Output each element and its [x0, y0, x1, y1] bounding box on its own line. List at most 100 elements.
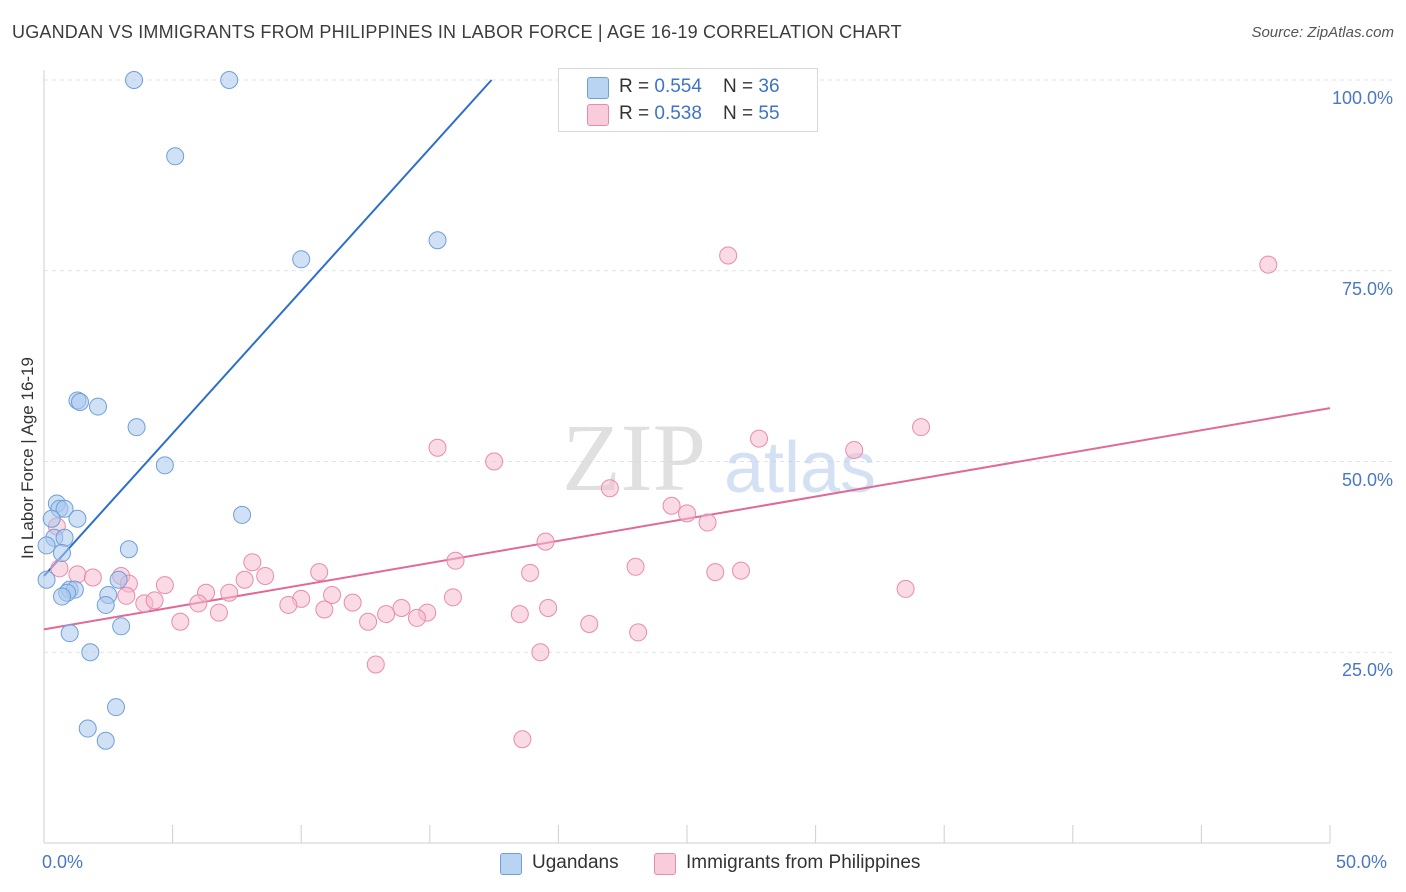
trendlines [43, 79, 1331, 631]
point-philippines [580, 615, 599, 634]
point-philippines [315, 600, 334, 619]
point-philippines [235, 570, 254, 589]
legend-swatch-blue [587, 77, 609, 99]
point-philippines [310, 563, 329, 582]
point-philippines [706, 563, 725, 582]
point-ugandans [112, 617, 131, 636]
watermark-atlas: atlas [724, 428, 876, 508]
point-philippines [68, 565, 87, 584]
legend-swatch-pink [587, 104, 609, 126]
point-philippines [407, 608, 426, 627]
point-ugandans [127, 418, 146, 437]
y-tick-label: 50.0% [1341, 469, 1393, 490]
point-ugandans [53, 587, 72, 606]
point-ugandans [55, 528, 74, 547]
y-tick-label: 100.0% [1331, 88, 1393, 108]
point-philippines [209, 603, 228, 622]
point-ugandans [107, 698, 126, 717]
point-philippines [323, 586, 342, 605]
legend-stats-philippines: R = 0.538 N = 55 [619, 103, 780, 124]
point-philippines [1259, 255, 1278, 274]
point-ugandans [42, 509, 61, 528]
watermark-zip: ZIP [562, 404, 706, 511]
point-philippines [521, 563, 540, 582]
point-philippines [531, 643, 550, 662]
point-philippines [279, 595, 298, 614]
point-philippines [732, 561, 751, 580]
point-philippines [719, 246, 738, 265]
point-ugandans [155, 456, 174, 475]
point-ugandans [81, 643, 100, 662]
point-ugandans [292, 250, 311, 269]
point-philippines [256, 566, 275, 585]
point-ugandans [96, 595, 115, 614]
point-philippines [662, 496, 681, 515]
point-ugandans [89, 397, 108, 416]
point-philippines [896, 579, 915, 598]
point-philippines [83, 568, 102, 587]
point-ugandans [60, 624, 79, 643]
point-ugandans [220, 71, 239, 89]
point-philippines [359, 612, 378, 631]
point-philippines [343, 593, 362, 612]
point-ugandans [68, 509, 87, 528]
point-ugandans [55, 499, 74, 518]
point-philippines [117, 586, 136, 605]
data-points [37, 71, 1278, 750]
point-philippines [513, 730, 532, 749]
legend-swatch-ugandans [500, 853, 522, 875]
grid-lines [44, 79, 1392, 653]
point-ugandans [125, 71, 144, 89]
point-ugandans [78, 719, 97, 738]
point-philippines [912, 418, 931, 437]
legend-swatch-philippines [654, 853, 676, 875]
watermark: ZIP atlas [562, 404, 876, 511]
point-philippines [626, 557, 645, 576]
point-philippines [155, 576, 174, 595]
point-ugandans [37, 536, 56, 555]
point-ugandans [53, 544, 72, 563]
y-tick-label: 75.0% [1341, 278, 1393, 299]
point-philippines [629, 623, 648, 642]
point-philippines [220, 583, 239, 602]
point-ugandans [233, 505, 252, 524]
point-philippines [750, 429, 769, 448]
point-ugandans [119, 540, 138, 559]
point-ugandans [37, 570, 56, 589]
point-philippines [428, 438, 447, 457]
point-ugandans [109, 570, 128, 589]
point-ugandans [428, 231, 447, 250]
legend-label-ugandans: Ugandans [532, 852, 619, 873]
legend-stats-ugandans: R = 0.554 N = 36 [619, 76, 780, 97]
point-philippines [485, 452, 504, 471]
legend-label-philippines: Immigrants from Philippines [686, 852, 921, 873]
x-tick-label-max: 50.0% [1336, 852, 1388, 872]
point-philippines [845, 441, 864, 460]
point-philippines [539, 598, 558, 617]
point-philippines [600, 479, 619, 498]
point-philippines [536, 532, 555, 551]
trendline [43, 79, 493, 577]
point-philippines [189, 594, 208, 613]
correlation-legend: R = 0.554 N = 36 R = 0.538 N = 55 [558, 68, 818, 132]
source-label: Source: ZipAtlas.com [1251, 24, 1394, 41]
chart-title: UGANDAN VS IMMIGRANTS FROM PHILIPPINES I… [12, 22, 902, 42]
point-philippines [443, 588, 462, 607]
axes [43, 70, 1331, 844]
point-ugandans [96, 731, 115, 750]
point-philippines [510, 605, 529, 624]
point-philippines [145, 591, 164, 610]
point-philippines [446, 551, 465, 570]
point-philippines [698, 513, 717, 532]
point-philippines [171, 612, 190, 631]
x-tick-label-min: 0.0% [42, 852, 84, 872]
point-ugandans [71, 392, 90, 411]
point-philippines [366, 655, 385, 674]
point-philippines [678, 504, 696, 523]
y-tick-label: 25.0% [1341, 660, 1393, 681]
point-ugandans [166, 147, 185, 166]
point-philippines [243, 553, 262, 572]
point-philippines [377, 605, 396, 624]
point-philippines [392, 598, 411, 617]
